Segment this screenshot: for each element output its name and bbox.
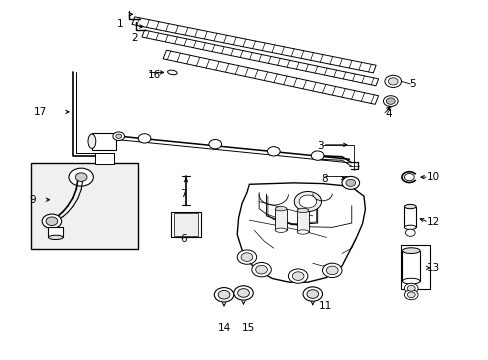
Circle shape [311, 151, 324, 160]
Circle shape [208, 139, 221, 149]
Bar [400, 244, 429, 289]
Text: 4: 4 [384, 109, 391, 119]
Circle shape [255, 265, 267, 274]
Circle shape [113, 132, 124, 140]
Circle shape [404, 290, 417, 300]
Text: 5: 5 [408, 79, 415, 89]
Bar [171, 212, 200, 237]
Circle shape [116, 134, 122, 138]
Circle shape [42, 214, 61, 228]
Circle shape [214, 288, 233, 302]
Text: 6: 6 [180, 234, 186, 244]
Circle shape [138, 134, 151, 143]
Polygon shape [237, 183, 365, 282]
Circle shape [404, 174, 413, 181]
Circle shape [405, 229, 414, 236]
Bar [95, 153, 114, 164]
Ellipse shape [48, 235, 63, 239]
Bar [297, 211, 308, 232]
Text: 1: 1 [117, 19, 123, 29]
Text: 15: 15 [241, 323, 255, 333]
Ellipse shape [404, 225, 415, 229]
Circle shape [345, 179, 355, 186]
Circle shape [303, 287, 322, 301]
Text: 3: 3 [316, 141, 323, 151]
Text: 2: 2 [131, 33, 138, 43]
Ellipse shape [402, 248, 419, 253]
Circle shape [292, 272, 304, 280]
Circle shape [404, 283, 417, 293]
Circle shape [237, 250, 256, 264]
Bar [173, 213, 198, 235]
Bar [92, 134, 116, 149]
Bar [404, 207, 415, 227]
Text: 14: 14 [217, 323, 230, 333]
Circle shape [407, 285, 414, 291]
Text: 13: 13 [426, 263, 439, 273]
Circle shape [326, 266, 337, 275]
Bar [48, 227, 63, 237]
Polygon shape [163, 50, 378, 104]
Ellipse shape [402, 278, 419, 284]
Text: 10: 10 [426, 172, 439, 182]
Ellipse shape [275, 207, 286, 211]
Text: 7: 7 [180, 189, 186, 199]
Text: 8: 8 [321, 174, 327, 184]
Bar [402, 251, 419, 281]
Circle shape [237, 289, 249, 297]
Text: 11: 11 [318, 301, 331, 311]
Text: 17: 17 [34, 107, 47, 117]
Ellipse shape [297, 230, 308, 234]
Circle shape [233, 286, 253, 300]
Bar [31, 163, 138, 249]
Ellipse shape [275, 228, 286, 232]
Circle shape [46, 217, 58, 226]
Circle shape [299, 195, 316, 208]
Ellipse shape [404, 204, 415, 209]
Circle shape [241, 253, 252, 261]
Circle shape [294, 192, 321, 212]
Circle shape [383, 96, 397, 107]
Circle shape [386, 98, 394, 104]
Text: 9: 9 [29, 195, 36, 205]
Circle shape [267, 147, 280, 156]
Circle shape [69, 168, 93, 186]
Circle shape [306, 290, 318, 298]
Polygon shape [132, 17, 375, 73]
Ellipse shape [167, 70, 177, 75]
Circle shape [387, 78, 397, 85]
Circle shape [341, 176, 359, 189]
Polygon shape [142, 30, 378, 86]
Circle shape [288, 269, 307, 283]
Bar [275, 209, 286, 230]
Text: 16: 16 [147, 70, 161, 80]
Circle shape [251, 262, 271, 277]
Circle shape [322, 263, 341, 278]
Ellipse shape [88, 134, 96, 148]
Circle shape [218, 291, 229, 299]
Ellipse shape [297, 208, 308, 213]
Circle shape [75, 173, 87, 181]
Circle shape [384, 75, 401, 87]
Circle shape [407, 292, 414, 298]
Text: 12: 12 [426, 217, 439, 227]
